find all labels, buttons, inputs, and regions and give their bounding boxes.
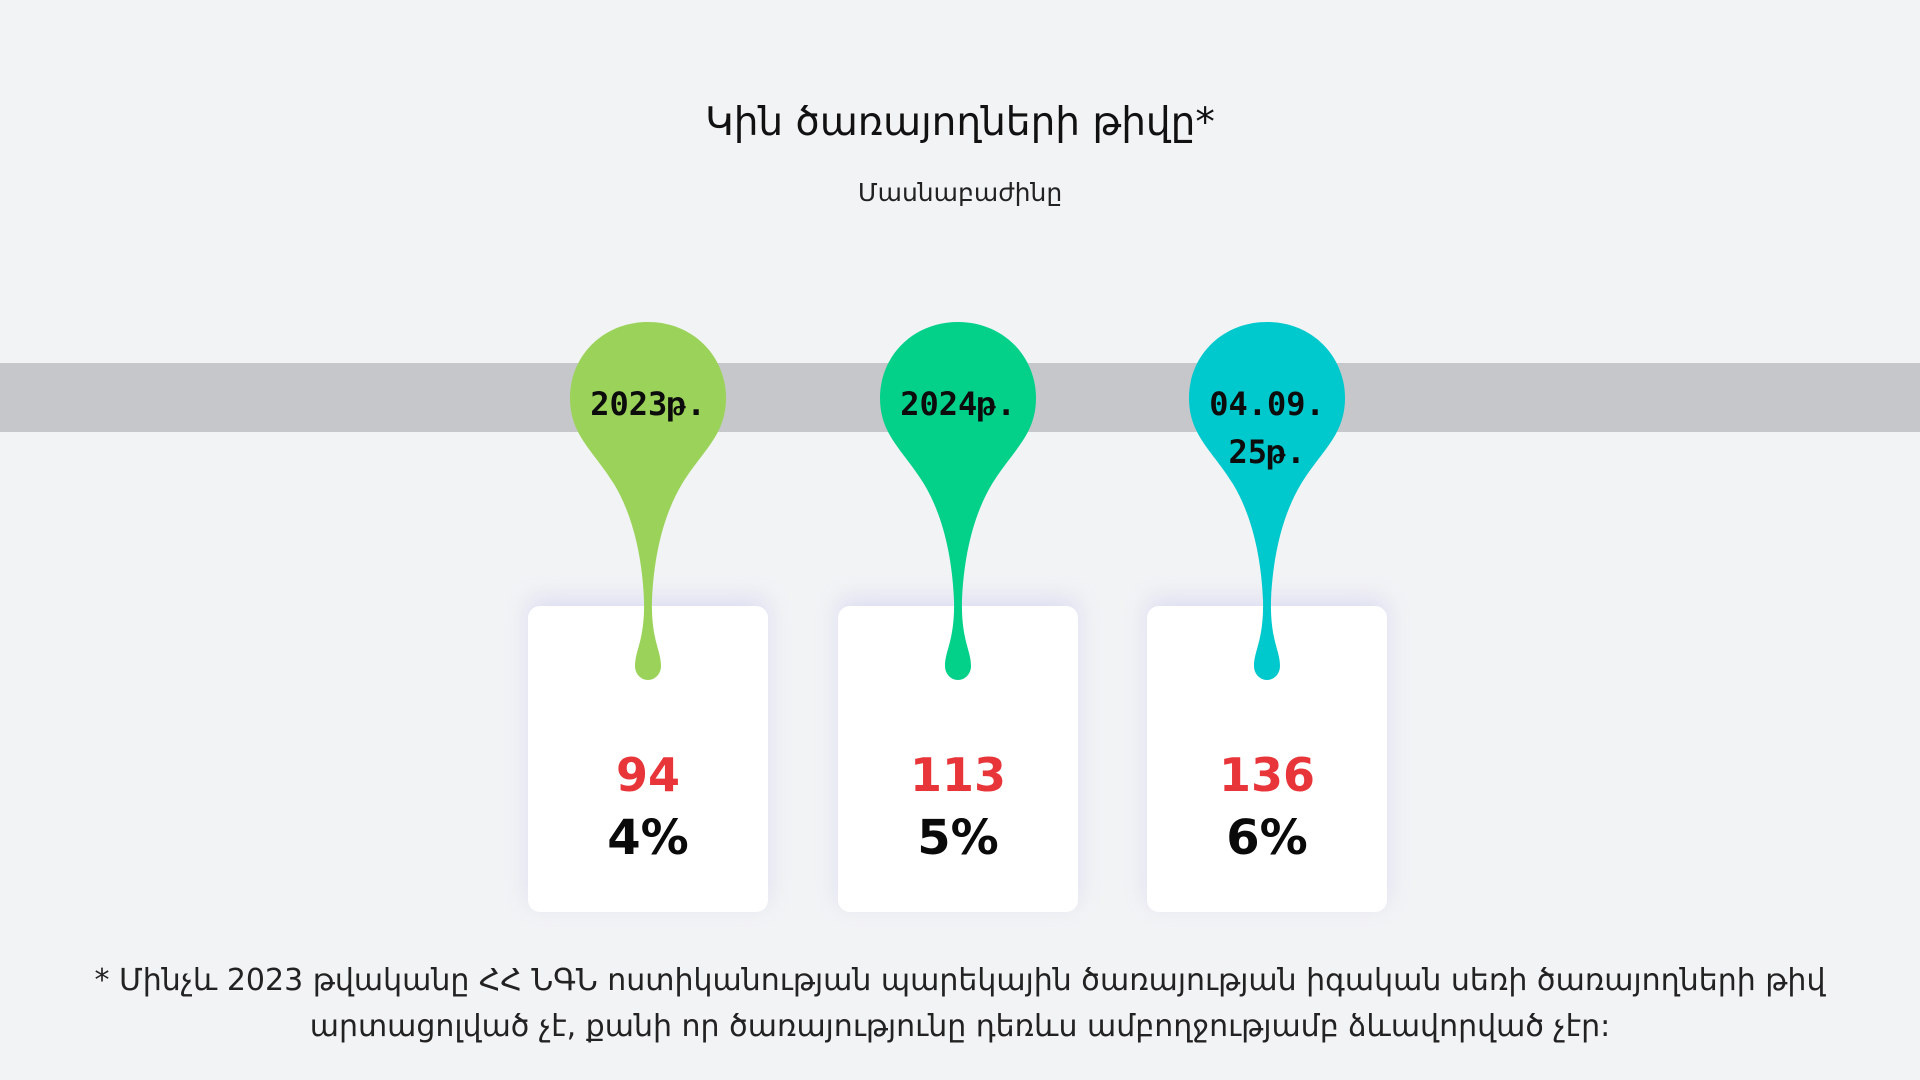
timeline-pin-2023: 2023թ. — [568, 322, 728, 702]
stat-percent: 6% — [1226, 810, 1308, 866]
timeline-pin-2025: 04.09. 25թ. — [1187, 322, 1347, 702]
page-subtitle: Մասնաբաժինը — [857, 178, 1063, 207]
pin-label: 2023թ. — [590, 385, 706, 423]
pin-drop-shape — [880, 322, 1036, 680]
stat-percent: 4% — [607, 810, 689, 866]
pin-drop-shape — [570, 322, 726, 680]
stat-count: 94 — [615, 748, 680, 802]
stat-count: 113 — [909, 748, 1007, 802]
pin-label: 04.09. 25թ. — [1209, 385, 1325, 471]
timeline-pin-2024: 2024թ. — [878, 322, 1038, 702]
footnote: * Մինչև 2023 թվականը ՀՀ ՆԳՆ ոստիկանությա… — [94, 963, 1826, 1044]
pin-drop-shape — [1189, 322, 1345, 680]
pin-label: 2024թ. — [900, 385, 1016, 423]
stat-count: 136 — [1218, 748, 1316, 802]
stat-percent: 5% — [917, 810, 999, 866]
stat-card-2025: 136 6% — [1147, 606, 1387, 912]
page-title: Կին ծառայողների թիվը* — [705, 100, 1215, 145]
